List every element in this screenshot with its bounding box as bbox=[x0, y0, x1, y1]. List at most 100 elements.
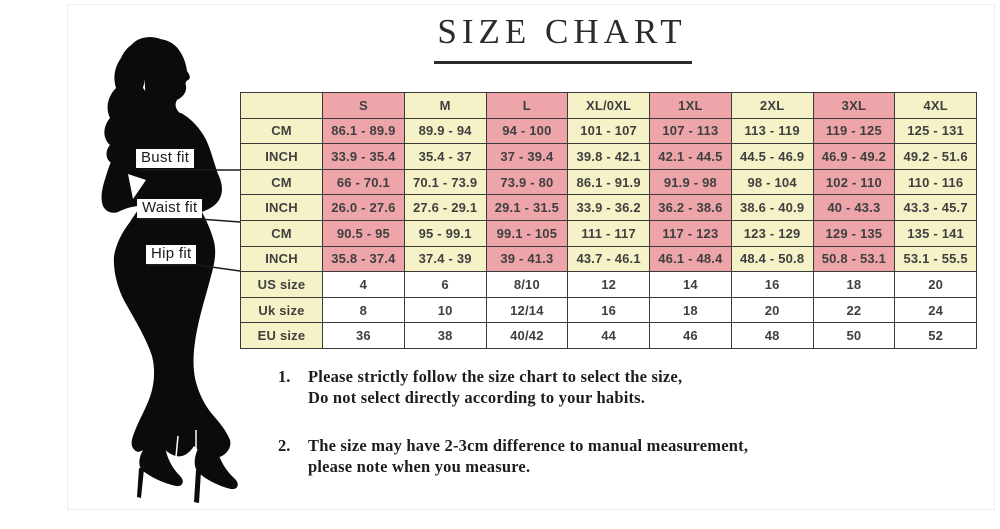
measurement-cell: 46.1 - 48.4 bbox=[649, 245, 732, 273]
measurement-cell: 27.6 - 29.1 bbox=[403, 194, 487, 221]
head-shape bbox=[144, 39, 190, 122]
size-value-cell: 12/14 bbox=[485, 296, 569, 324]
measurement-cell: 73.9 - 80 bbox=[485, 168, 569, 196]
note-line: please note when you measure. bbox=[308, 457, 531, 476]
measurement-cell: 113 - 119 bbox=[730, 117, 814, 145]
right-heel-shoe bbox=[194, 444, 238, 490]
size-value-cell: 10 bbox=[403, 296, 487, 324]
size-conversion-row: US size 4 6 8/10 12 14 16 18 20 bbox=[240, 271, 977, 298]
measurement-cell: 111 - 117 bbox=[567, 219, 650, 247]
size-column-header: 4XL bbox=[894, 92, 977, 119]
corner-cell bbox=[240, 92, 323, 119]
measurement-cell: 119 - 125 bbox=[812, 117, 896, 145]
size-value-cell: 50 bbox=[812, 322, 896, 349]
size-column-header: 2XL bbox=[730, 92, 814, 119]
measurement-cell: 37 - 39.4 bbox=[485, 143, 569, 170]
size-column-header: 3XL bbox=[812, 92, 896, 119]
size-value-cell: 12 bbox=[567, 271, 650, 298]
size-header-row: S M L XL/0XL 1XL 2XL 3XL 4XL bbox=[240, 92, 977, 119]
note-item-1: 1. Please strictly follow the size chart… bbox=[278, 366, 878, 408]
size-value-cell: 16 bbox=[730, 271, 814, 298]
measurement-cell: 49.2 - 51.6 bbox=[894, 143, 977, 170]
size-value-cell: 18 bbox=[812, 271, 896, 298]
measurement-cell: 36.2 - 38.6 bbox=[649, 194, 732, 221]
measurement-cell: 35.4 - 37 bbox=[403, 143, 487, 170]
unit-label-cell: CM bbox=[240, 168, 323, 196]
measurement-cell: 39.8 - 42.1 bbox=[567, 143, 650, 170]
unit-label-cell: CM bbox=[240, 117, 323, 145]
note-line: Do not select directly according to your… bbox=[308, 388, 646, 407]
note-number: 2. bbox=[278, 436, 291, 455]
size-column-header: 1XL bbox=[649, 92, 732, 119]
unit-label-cell: INCH bbox=[240, 194, 323, 221]
measurement-cell: 39 - 41.3 bbox=[485, 245, 569, 273]
size-value-cell: 18 bbox=[649, 296, 732, 324]
page-title: SIZE CHART bbox=[437, 12, 687, 51]
measurement-cell: 125 - 131 bbox=[894, 117, 977, 145]
size-value-cell: 4 bbox=[322, 271, 405, 298]
measurement-cell: 99.1 - 105 bbox=[485, 219, 569, 247]
title-underline bbox=[434, 61, 692, 64]
measurement-cell: 70.1 - 73.9 bbox=[403, 168, 487, 196]
note-item-2: 2. The size may have 2-3cm difference to… bbox=[278, 435, 878, 477]
measurement-cell: 37.4 - 39 bbox=[403, 245, 487, 273]
measurement-cell: 107 - 113 bbox=[649, 117, 732, 145]
measurement-cell: 129 - 135 bbox=[812, 219, 896, 247]
measurement-cell: 29.1 - 31.5 bbox=[485, 194, 569, 221]
measurement-cell: 86.1 - 89.9 bbox=[322, 117, 405, 145]
measurement-cell: 46.9 - 49.2 bbox=[812, 143, 896, 170]
size-value-cell: 24 bbox=[894, 296, 977, 324]
size-column-header: S bbox=[322, 92, 405, 119]
measurement-cell: 66 - 70.1 bbox=[322, 168, 405, 196]
size-value-cell: 44 bbox=[567, 322, 650, 349]
size-system-label-cell: US size bbox=[240, 271, 323, 298]
measurement-cell: 89.9 - 94 bbox=[403, 117, 487, 145]
unit-label-cell: CM bbox=[240, 219, 323, 247]
measurement-row: CM 86.1 - 89.9 89.9 - 94 94 - 100 101 - 107 1… bbox=[240, 117, 977, 145]
measurement-cell: 110 - 116 bbox=[894, 168, 977, 196]
size-value-cell: 48 bbox=[730, 322, 814, 349]
note-line: The size may have 2-3cm difference to ma… bbox=[308, 436, 749, 455]
size-column-header: XL/0XL bbox=[567, 92, 650, 119]
measurement-cell: 98 - 104 bbox=[730, 168, 814, 196]
size-value-cell: 20 bbox=[894, 271, 977, 298]
measurement-cell: 53.1 - 55.5 bbox=[894, 245, 977, 273]
measurement-row: INCH 35.8 - 37.4 37.4 - 39 39 - 41.3 43.7 - … bbox=[240, 245, 977, 273]
measurement-cell: 95 - 99.1 bbox=[403, 219, 487, 247]
measurement-cell: 33.9 - 35.4 bbox=[322, 143, 405, 170]
size-system-label-cell: EU size bbox=[240, 322, 323, 349]
measurement-cell: 44.5 - 46.9 bbox=[730, 143, 814, 170]
size-value-cell: 52 bbox=[894, 322, 977, 349]
leader-line-waist bbox=[139, 218, 241, 223]
size-system-label-cell: Uk size bbox=[240, 296, 323, 324]
waist-fit-label: Waist fit bbox=[137, 199, 203, 218]
size-value-cell: 16 bbox=[567, 296, 650, 324]
measurement-cell: 50.8 - 53.1 bbox=[812, 245, 896, 273]
measurement-row: CM 66 - 70.1 70.1 - 73.9 73.9 - 80 86.1 - 91… bbox=[240, 168, 977, 196]
measurement-cell: 48.4 - 50.8 bbox=[730, 245, 814, 273]
size-value-cell: 46 bbox=[649, 322, 732, 349]
measurement-cell: 43.3 - 45.7 bbox=[894, 194, 977, 221]
size-chart-table-body: S M L XL/0XL 1XL 2XL 3XL 4XL CM 86.1 - 89.9 89.9 -… bbox=[240, 92, 977, 349]
size-value-cell: 38 bbox=[403, 322, 487, 349]
note-line: Please strictly follow the size chart to… bbox=[308, 367, 683, 386]
measurement-row: CM 90.5 - 95 95 - 99.1 99.1 - 105 111 - 117 1… bbox=[240, 219, 977, 247]
hip-fit-label: Hip fit bbox=[146, 245, 197, 264]
size-value-cell: 8 bbox=[322, 296, 405, 324]
measurement-cell: 94 - 100 bbox=[485, 117, 569, 145]
measurement-cell: 42.1 - 44.5 bbox=[649, 143, 732, 170]
size-value-cell: 40/42 bbox=[485, 322, 569, 349]
size-value-cell: 14 bbox=[649, 271, 732, 298]
measurement-cell: 91.9 - 98 bbox=[649, 168, 732, 196]
measurement-cell: 117 - 123 bbox=[649, 219, 732, 247]
size-chart-table: S M L XL/0XL 1XL 2XL 3XL 4XL CM 86.1 - 89.9 89.9 -… bbox=[240, 92, 977, 349]
unit-label-cell: INCH bbox=[240, 245, 323, 273]
size-conversion-row: Uk size 8 10 12/14 16 18 20 22 24 bbox=[240, 296, 977, 324]
measurement-cell: 123 - 129 bbox=[730, 219, 814, 247]
measurement-cell: 26.0 - 27.6 bbox=[322, 194, 405, 221]
left-heel-shoe bbox=[139, 442, 183, 487]
measurement-cell: 102 - 110 bbox=[812, 168, 896, 196]
notes-list: 1. Please strictly follow the size chart… bbox=[278, 366, 878, 477]
